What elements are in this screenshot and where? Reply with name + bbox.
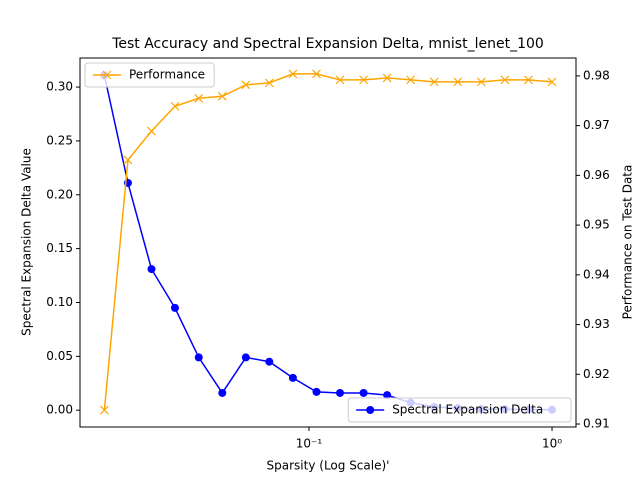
legend-label: Spectral Expansion Delta — [392, 403, 543, 417]
y2-axis-label: Performance on Test Data — [621, 165, 635, 320]
legend-box — [84, 62, 215, 88]
y2-tick-label: 0.98 — [583, 68, 610, 82]
point — [524, 75, 533, 85]
y-tick-label: 0.20 — [46, 187, 73, 201]
y2-tick-label: 0.94 — [583, 267, 610, 281]
point — [123, 155, 133, 165]
legend-marker — [366, 406, 375, 414]
point — [147, 126, 156, 136]
point — [194, 353, 203, 362]
y-tick-label: 0.00 — [46, 403, 73, 417]
y2-tick-label: 0.93 — [583, 317, 610, 331]
point — [218, 388, 227, 397]
x-axis-label: Sparsity (Log Scale)' — [267, 459, 390, 473]
point — [359, 75, 369, 85]
point — [359, 388, 368, 397]
y2-tick-label: 0.92 — [583, 367, 610, 381]
point — [288, 69, 298, 79]
point — [217, 91, 227, 101]
y2-tick-label: 0.95 — [583, 218, 610, 232]
y2-tick-label: 0.96 — [583, 168, 610, 182]
point — [288, 373, 297, 382]
point — [312, 69, 321, 79]
point — [335, 75, 345, 85]
y2-tick-label: 0.91 — [583, 417, 610, 431]
x-tick-label: 10⁻¹ — [296, 437, 323, 451]
point — [241, 80, 251, 90]
point — [382, 73, 392, 83]
y-axis-label: Spectral Expansion Delta Value — [20, 148, 34, 336]
legend-label: Performance — [129, 68, 205, 82]
y-tick-label: 0.30 — [46, 80, 73, 94]
legend-box — [347, 397, 572, 423]
point — [429, 77, 439, 87]
point — [406, 75, 416, 85]
y-tick-label: 0.25 — [46, 133, 73, 147]
point — [476, 77, 486, 87]
x-tick-label: 10⁰ — [542, 437, 562, 451]
point — [500, 75, 510, 85]
legend: Performance — [84, 62, 215, 88]
point — [336, 388, 345, 397]
point — [170, 101, 180, 111]
chart-title: Test Accuracy and Spectral Expansion Del… — [111, 36, 544, 52]
legend-marker — [102, 70, 112, 80]
point — [241, 353, 250, 362]
series-line — [103, 73, 553, 411]
series-line — [103, 75, 553, 411]
plot-frame — [79, 57, 577, 428]
point — [383, 391, 392, 400]
y2-tick-label: 0.97 — [583, 118, 610, 132]
point — [453, 77, 463, 87]
point — [264, 78, 274, 88]
y-tick-label: 0.15 — [46, 241, 73, 255]
y-tick-label: 0.05 — [46, 349, 73, 363]
point — [265, 357, 274, 366]
point — [312, 387, 321, 396]
y-tick-label: 0.10 — [46, 295, 73, 309]
point — [99, 405, 109, 415]
point — [170, 303, 179, 312]
legend: Spectral Expansion Delta — [347, 397, 572, 423]
point — [147, 265, 156, 274]
point — [547, 77, 557, 87]
point — [194, 93, 204, 103]
